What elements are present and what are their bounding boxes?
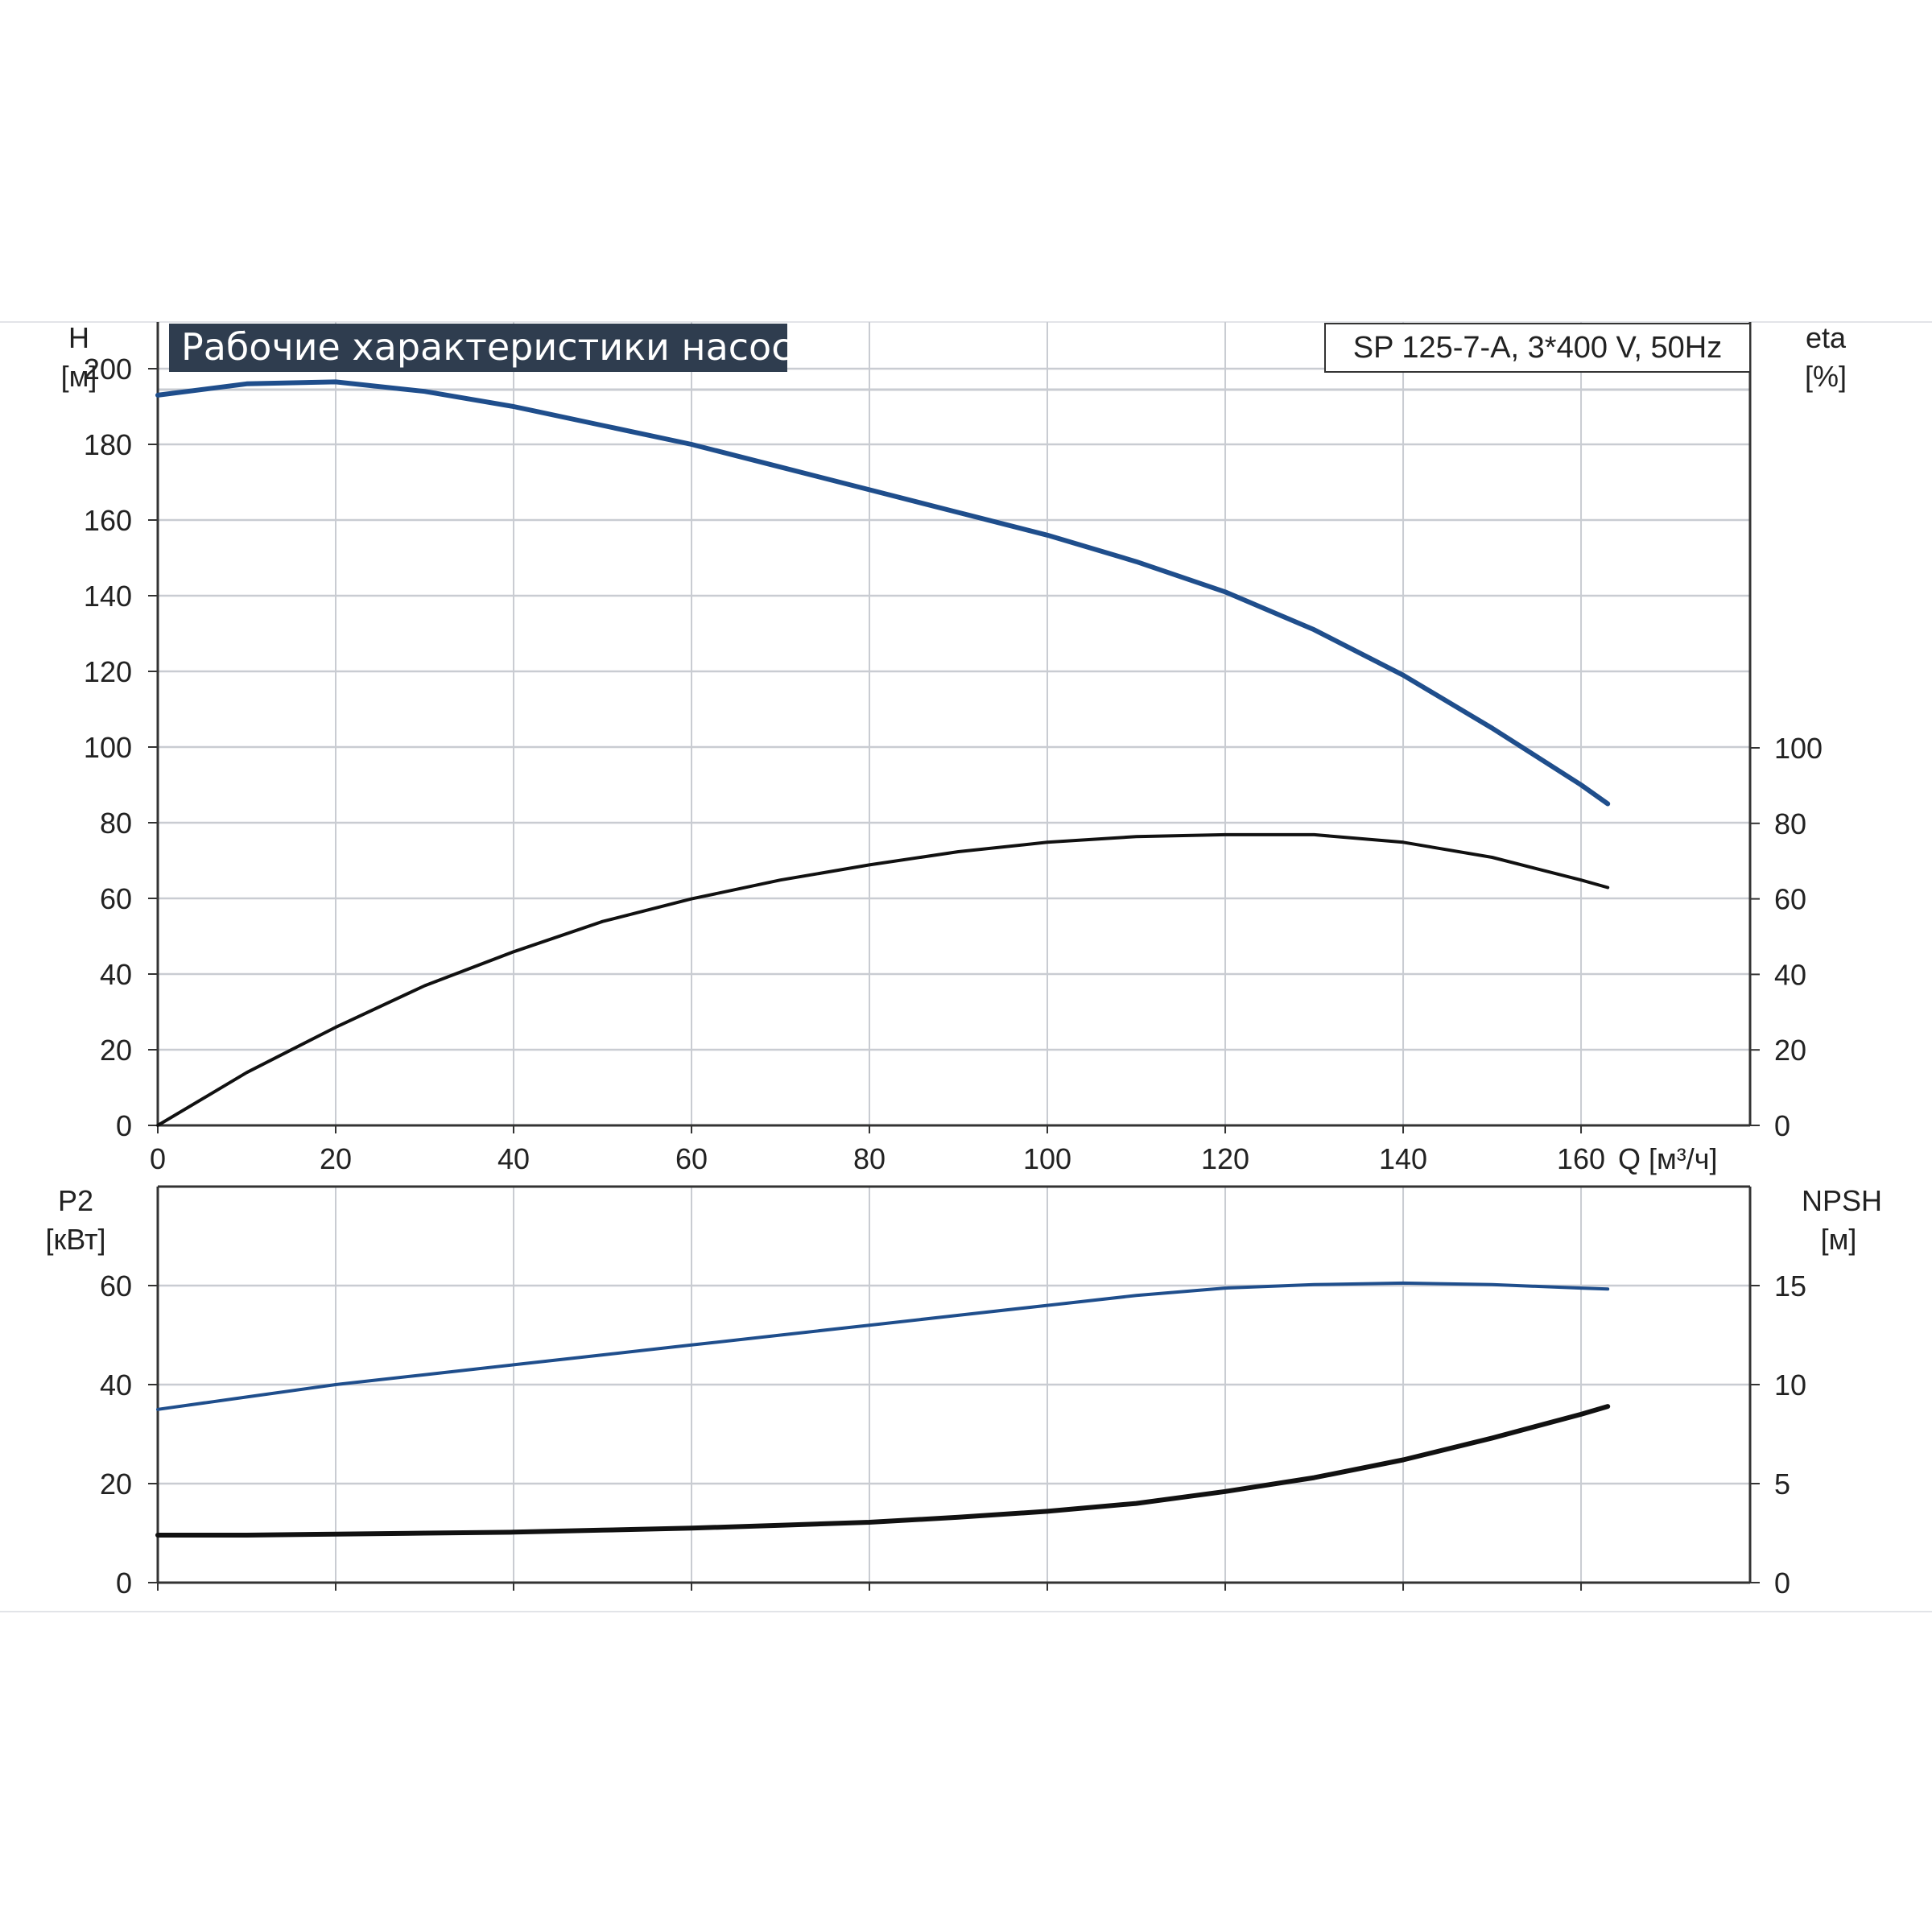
x-tick-label: 80 <box>853 1142 886 1175</box>
series-line-npsh <box>155 1404 1611 1538</box>
x-tick-label: 60 <box>675 1142 708 1175</box>
y-left-tick-label: 100 <box>84 731 132 764</box>
tick-label-layer: 0204060801001201401601802000204060801000… <box>84 353 1823 1600</box>
npsh-axis-label: NPSH <box>1802 1184 1882 1217</box>
x-tick-label: 100 <box>1023 1142 1071 1175</box>
y-right-tick-label: 10 <box>1774 1368 1806 1402</box>
y-right-tick-label: 0 <box>1774 1567 1790 1600</box>
y-left-tick-label: 60 <box>100 1269 132 1302</box>
y-left-tick-label: 40 <box>100 958 132 991</box>
y-right-tick-label: 20 <box>1774 1034 1806 1067</box>
y-left-tick-label: 20 <box>100 1034 132 1067</box>
x-tick-label: 120 <box>1201 1142 1249 1175</box>
eta-axis-label: eta <box>1806 321 1847 354</box>
x-tick-label: 40 <box>497 1142 530 1175</box>
bottom-panel-grid <box>148 1185 1760 1591</box>
model-label: SP 125-7-A, 3*400 V, 50Hz <box>1353 331 1722 365</box>
series-line-eta <box>156 832 1610 1127</box>
series-layer <box>155 379 1611 1538</box>
y-right-tick-label: 40 <box>1774 958 1806 991</box>
y-right-tick-label: 5 <box>1774 1468 1790 1501</box>
eta-axis-unit: [%] <box>1805 360 1847 393</box>
x-tick-label: 140 <box>1379 1142 1427 1175</box>
y-left-tick-label: 140 <box>84 580 132 613</box>
y-left-tick-label: 160 <box>84 504 132 537</box>
y-left-tick-label: 0 <box>116 1109 132 1142</box>
y-left-tick-label: 20 <box>100 1468 132 1501</box>
chart-title: Рабочие характеристики насоса <box>181 325 815 369</box>
y-left-tick-label: 60 <box>100 882 132 915</box>
top-panel-grid <box>148 322 1760 1133</box>
h-axis-unit: [м] <box>61 360 97 393</box>
y-left-tick-label: 80 <box>100 807 132 840</box>
y-right-tick-label: 100 <box>1774 732 1823 765</box>
y-left-tick-label: 200 <box>84 353 132 386</box>
y-left-tick-label: 0 <box>116 1567 132 1600</box>
x-tick-label: 0 <box>150 1142 166 1175</box>
p2-axis-label: P2 <box>58 1184 93 1217</box>
y-right-tick-label: 60 <box>1774 883 1806 916</box>
npsh-axis-unit: [м] <box>1821 1223 1857 1256</box>
p2-axis-unit: [кВт] <box>45 1223 105 1256</box>
y-right-tick-label: 15 <box>1774 1269 1806 1302</box>
x-tick-label: 20 <box>320 1142 352 1175</box>
h-axis-label: H <box>68 321 89 354</box>
series-line-p2 <box>156 1281 1610 1411</box>
y-left-tick-label: 180 <box>84 428 132 461</box>
y-right-tick-label: 0 <box>1774 1109 1790 1142</box>
x-tick-label: 160 <box>1557 1142 1605 1175</box>
y-left-tick-label: 120 <box>84 655 132 688</box>
y-left-tick-label: 40 <box>100 1368 132 1402</box>
title-box <box>169 324 787 372</box>
series-line-h <box>155 379 1611 807</box>
q-axis-label: Q [м³/ч] <box>1618 1142 1718 1175</box>
y-right-tick-label: 80 <box>1774 807 1806 840</box>
model-box <box>1324 323 1751 373</box>
